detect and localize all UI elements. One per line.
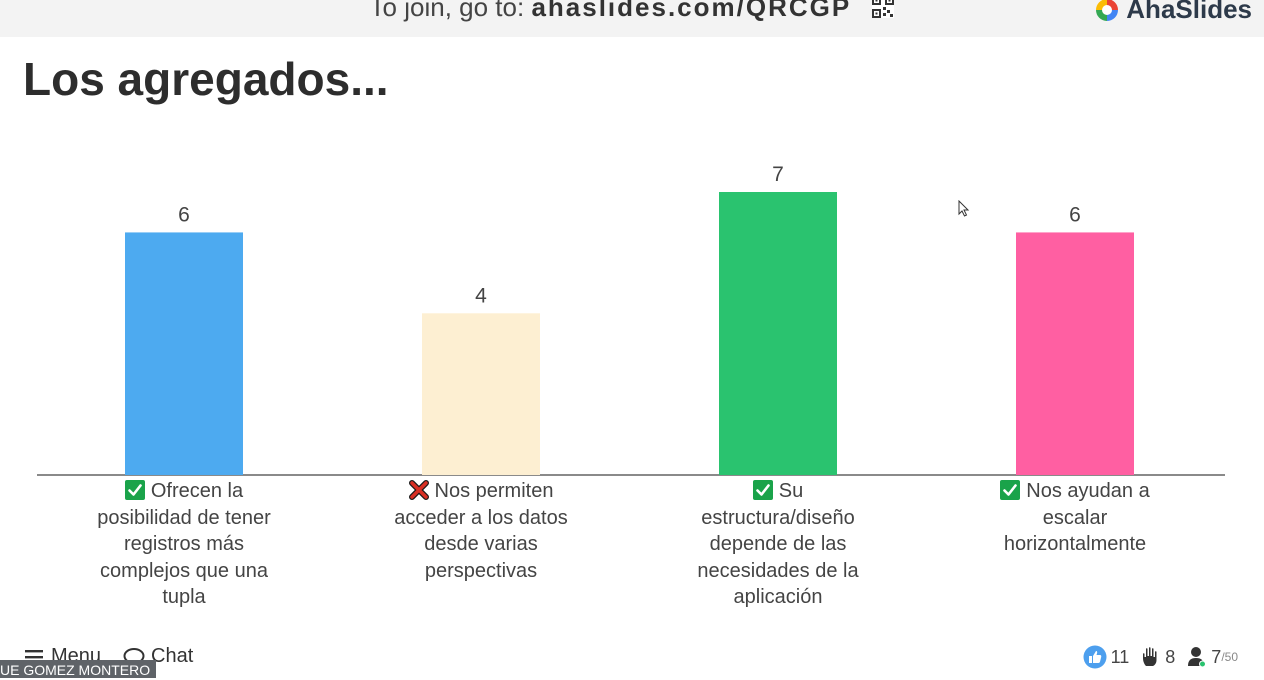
bar-value-2: 4 bbox=[475, 284, 487, 307]
label-line: Su bbox=[668, 478, 888, 505]
label-text: necesidades de la bbox=[697, 560, 858, 582]
label-line: posibilidad de tener bbox=[74, 505, 294, 532]
category-label-4: Nos ayudan a escalar horizontalmente bbox=[965, 478, 1185, 558]
bar-3 bbox=[719, 192, 837, 475]
bar-4 bbox=[1016, 232, 1134, 475]
label-line: acceder a los datos bbox=[371, 505, 591, 532]
label-text: complejos que una bbox=[100, 560, 268, 582]
check-icon bbox=[753, 480, 773, 500]
label-line: Nos ayudan a bbox=[965, 478, 1185, 505]
hands-stat[interactable]: 8 bbox=[1141, 646, 1175, 668]
label-text: horizontalmente bbox=[1004, 533, 1146, 555]
bar-value-1: 6 bbox=[178, 203, 190, 226]
label-line: desde varias bbox=[371, 531, 591, 558]
label-text: Nos ayudan a bbox=[1026, 480, 1149, 502]
label-text: registros más bbox=[124, 533, 244, 555]
label-line: Ofrecen la bbox=[74, 478, 294, 505]
label-text: depende de las bbox=[710, 533, 847, 555]
category-label-3: Su estructura/diseño depende de las necesid… bbox=[668, 478, 888, 611]
cross-icon bbox=[409, 480, 429, 500]
label-text: desde varias bbox=[424, 533, 537, 555]
bar-1 bbox=[125, 232, 243, 475]
label-text: aplicación bbox=[734, 586, 823, 608]
label-line: escalar bbox=[965, 505, 1185, 532]
cursor-icon bbox=[958, 200, 970, 218]
label-text: Su bbox=[779, 480, 803, 502]
label-line: complejos que una bbox=[74, 558, 294, 585]
presenter-name: UE GOMEZ MONTERO bbox=[0, 660, 156, 678]
person-icon bbox=[1187, 646, 1207, 668]
label-line: registros más bbox=[74, 531, 294, 558]
likes-count: 11 bbox=[1111, 647, 1130, 668]
bar-value-3: 7 bbox=[772, 163, 784, 186]
likes-stat[interactable]: 11 bbox=[1083, 645, 1130, 669]
bar-2 bbox=[422, 313, 540, 475]
hand-icon bbox=[1141, 646, 1161, 668]
category-label-2: Nos permiten acceder a los datos desde var… bbox=[371, 478, 591, 584]
check-icon bbox=[125, 480, 145, 500]
participants-count: 7 bbox=[1211, 647, 1221, 668]
label-line: tupla bbox=[74, 584, 294, 611]
label-line: Nos permiten bbox=[371, 478, 591, 505]
label-text: posibilidad de tener bbox=[97, 507, 270, 529]
participants-max: /50 bbox=[1221, 650, 1238, 664]
label-text: Ofrecen la bbox=[151, 480, 243, 502]
label-text: perspectivas bbox=[425, 560, 537, 582]
label-text: estructura/diseño bbox=[701, 507, 854, 529]
category-label-1: Ofrecen la posibilidad de tener registros … bbox=[74, 478, 294, 611]
label-text: tupla bbox=[162, 586, 205, 608]
label-text: acceder a los datos bbox=[394, 507, 567, 529]
label-text: escalar bbox=[1043, 507, 1107, 529]
hands-count: 8 bbox=[1165, 647, 1175, 668]
audience-stats: 11 8 7 /50 bbox=[1071, 645, 1238, 669]
participants-stat[interactable]: 7 /50 bbox=[1187, 646, 1238, 668]
label-line: depende de las bbox=[668, 531, 888, 558]
check-icon bbox=[1000, 480, 1020, 500]
like-icon bbox=[1083, 645, 1107, 669]
label-line: estructura/diseño bbox=[668, 505, 888, 532]
label-line: aplicación bbox=[668, 584, 888, 611]
label-line: necesidades de la bbox=[668, 558, 888, 585]
chat-label: Chat bbox=[151, 645, 193, 668]
bar-value-4: 6 bbox=[1069, 203, 1081, 226]
label-line: horizontalmente bbox=[965, 531, 1185, 558]
label-text: Nos permiten bbox=[435, 480, 554, 502]
label-line: perspectivas bbox=[371, 558, 591, 585]
